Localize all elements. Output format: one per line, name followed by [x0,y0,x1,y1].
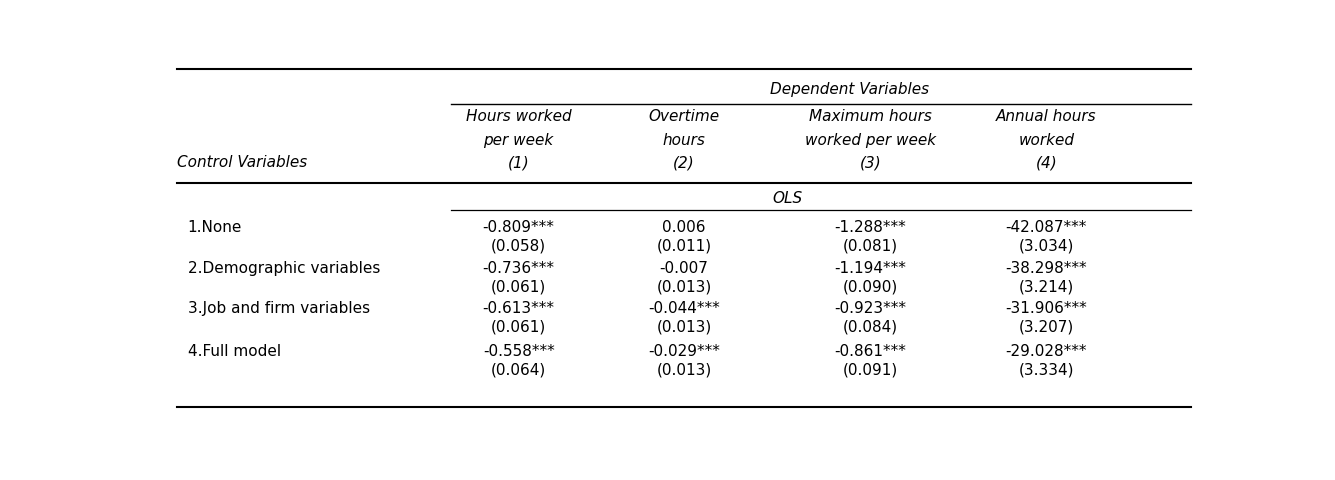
Text: worked per week: worked per week [805,133,936,148]
Text: (1): (1) [507,156,530,170]
Text: Control Variables: Control Variables [178,156,307,170]
Text: -1.194***: -1.194*** [834,261,906,276]
Text: -0.044***: -0.044*** [649,301,720,316]
Text: Annual hours: Annual hours [996,109,1096,124]
Text: worked: worked [1019,133,1075,148]
Text: (3.214): (3.214) [1019,279,1073,294]
Text: -42.087***: -42.087*** [1005,220,1087,235]
Text: (0.090): (0.090) [842,279,898,294]
Text: 4.Full model: 4.Full model [187,344,280,359]
Text: 3.Job and firm variables: 3.Job and firm variables [187,301,370,316]
Text: per week: per week [483,133,554,148]
Text: Maximum hours: Maximum hours [809,109,932,124]
Text: Hours worked: Hours worked [466,109,571,124]
Text: (0.061): (0.061) [491,279,546,294]
Text: (0.084): (0.084) [842,320,898,335]
Text: (3.207): (3.207) [1019,320,1073,335]
Text: (0.081): (0.081) [842,239,898,253]
Text: (0.011): (0.011) [657,239,712,253]
Text: (0.013): (0.013) [657,362,712,377]
Text: (3): (3) [860,156,881,170]
Text: (2): (2) [673,156,696,170]
Text: -1.288***: -1.288*** [834,220,906,235]
Text: -0.007: -0.007 [659,261,709,276]
Text: -0.613***: -0.613*** [483,301,554,316]
Text: -0.736***: -0.736*** [483,261,554,276]
Text: 2.Demographic variables: 2.Demographic variables [187,261,380,276]
Text: Overtime: Overtime [649,109,720,124]
Text: (0.013): (0.013) [657,320,712,335]
Text: OLS: OLS [773,191,802,205]
Text: (0.064): (0.064) [491,362,546,377]
Text: (0.058): (0.058) [491,239,546,253]
Text: -0.029***: -0.029*** [649,344,720,359]
Text: (0.091): (0.091) [842,362,898,377]
Text: (3.034): (3.034) [1019,239,1073,253]
Text: hours: hours [662,133,706,148]
Text: 1.None: 1.None [187,220,242,235]
Text: (0.061): (0.061) [491,320,546,335]
Text: (4): (4) [1036,156,1057,170]
Text: -0.809***: -0.809*** [483,220,554,235]
Text: -0.861***: -0.861*** [834,344,906,359]
Text: (3.334): (3.334) [1019,362,1075,377]
Text: -0.923***: -0.923*** [834,301,906,316]
Text: -0.558***: -0.558*** [483,344,554,359]
Text: 0.006: 0.006 [662,220,706,235]
Text: Dependent Variables: Dependent Variables [770,82,929,96]
Text: -31.906***: -31.906*** [1005,301,1087,316]
Text: -38.298***: -38.298*** [1005,261,1087,276]
Text: (0.013): (0.013) [657,279,712,294]
Text: -29.028***: -29.028*** [1005,344,1087,359]
